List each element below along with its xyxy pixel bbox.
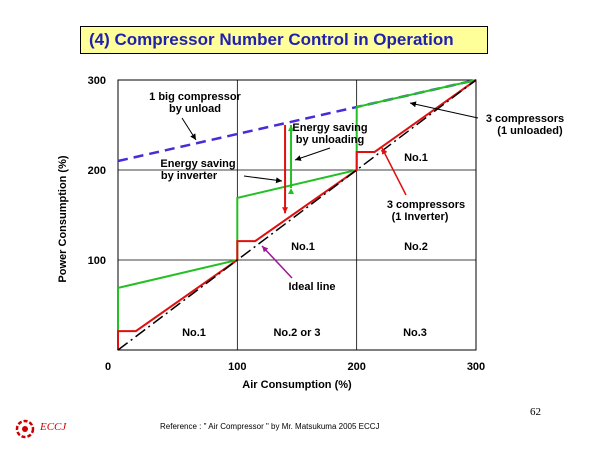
x-tick-label: 100 — [228, 361, 246, 373]
unloading-pointer — [294, 147, 331, 161]
region-label: No.1 — [291, 241, 315, 253]
y-axis-label: Power Consumption (%) — [57, 155, 69, 282]
annotation-big-compressor: by unload — [169, 103, 221, 115]
three-inverter-pointer — [381, 147, 407, 196]
reference-note: Reference : " Air Compressor " by Mr. Ma… — [160, 422, 380, 431]
slide-title: (4) Compressor Number Control in Operati… — [80, 26, 488, 54]
series-three-inverter — [117, 79, 477, 350]
page-number: 62 — [530, 406, 541, 418]
inverter-pointer — [243, 175, 283, 184]
x-tick-label: 200 — [347, 361, 365, 373]
annotation-unloading: by unloading — [296, 134, 364, 146]
annotation-three-inverter: 3 compressors — [387, 199, 465, 211]
region-label: No.3 — [403, 327, 427, 339]
region-label: No.1 — [182, 327, 206, 339]
y-tick-label: 200 — [88, 165, 106, 177]
eccj-logo: ECCJ — [14, 416, 94, 442]
x-axis-label: Air Consumption (%) — [242, 379, 352, 391]
eccj-logo-icon — [15, 419, 35, 439]
annotation-unloading: Energy saving — [292, 122, 367, 134]
annotation-three-unloaded: (1 unloaded) — [497, 125, 563, 137]
plot-frame — [117, 79, 477, 351]
y-tick-label: 300 — [88, 75, 106, 87]
annotation-inverter: by inverter — [161, 170, 218, 182]
series-three-unloaded — [117, 79, 477, 350]
eccj-logo-text: ECCJ — [40, 421, 67, 433]
three-unloaded-pointer — [409, 101, 479, 119]
series-ideal — [117, 79, 477, 351]
region-label: No.2 — [404, 241, 428, 253]
annotation-big-compressor: 1 big compressor — [149, 91, 241, 103]
annotation-three-inverter: (1 Inverter) — [392, 211, 449, 223]
y-tick-label: 100 — [88, 255, 106, 267]
region-label: No.1 — [404, 152, 428, 164]
ideal-line-pointer — [261, 245, 293, 279]
x-tick-label: 300 — [467, 361, 485, 373]
big-compressor-pointer — [181, 117, 197, 141]
annotation-three-unloaded: 3 compressors — [486, 113, 564, 125]
region-label: No.2 or 3 — [273, 327, 320, 339]
x-tick-label: 0 — [105, 361, 111, 373]
annotation-inverter: Energy saving — [160, 158, 235, 170]
annotation-ideal-line: Ideal line — [288, 281, 335, 293]
